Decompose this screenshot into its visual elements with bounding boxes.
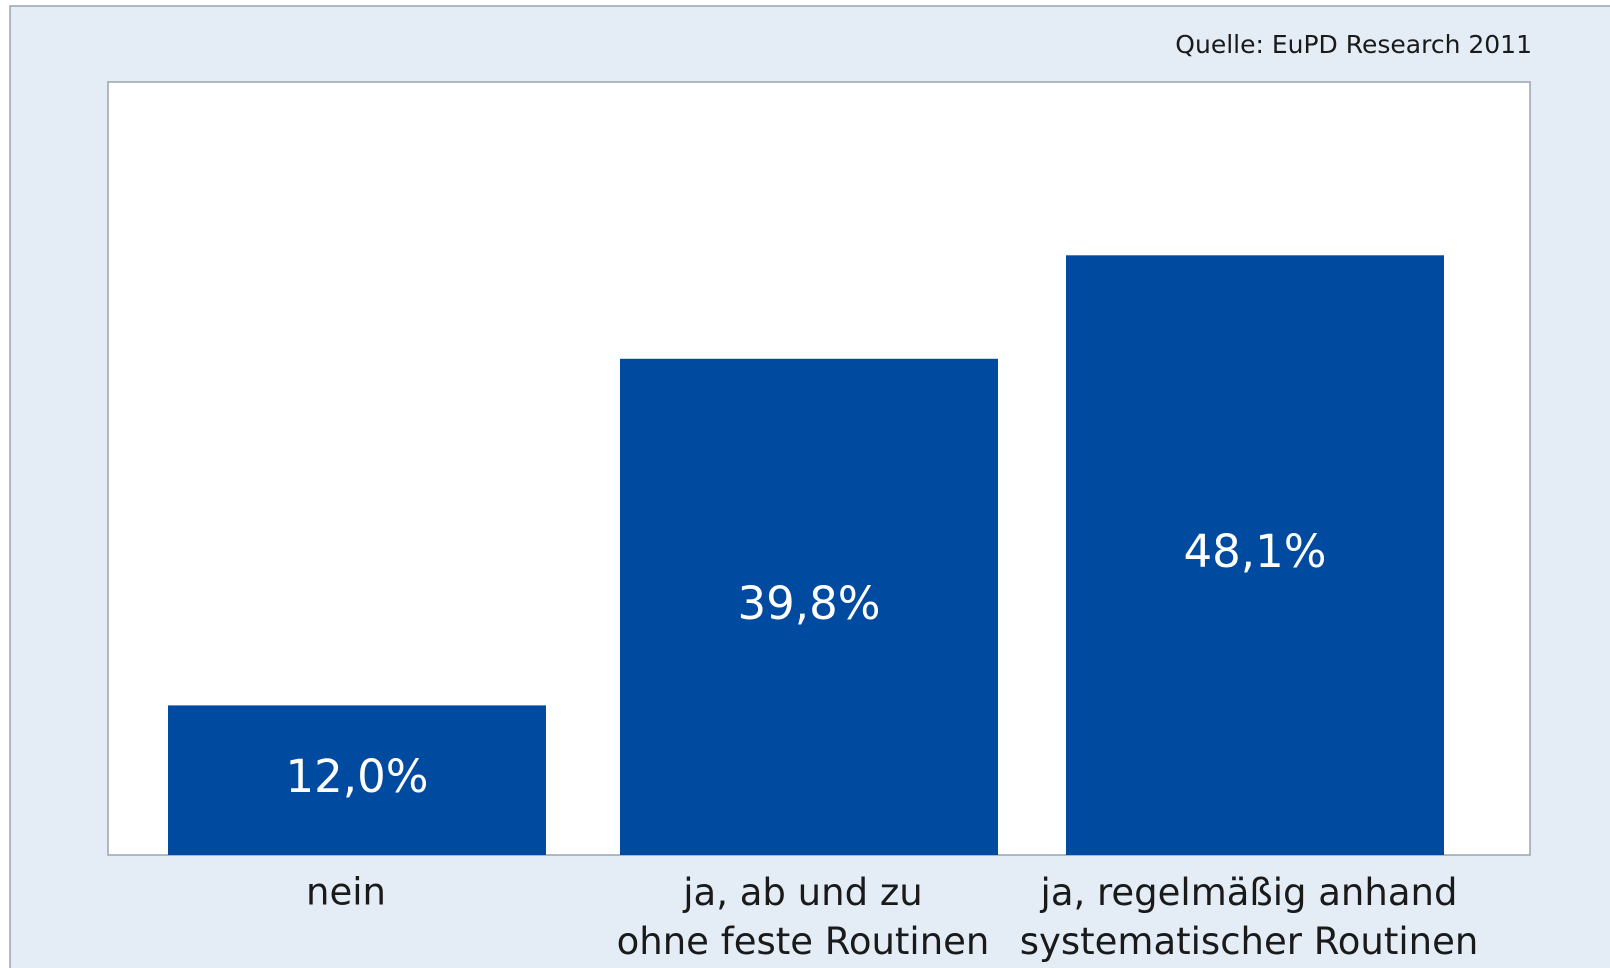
x-tick-label: ja, regelmäßig anhand systematischer Rout…	[1020, 871, 1479, 963]
x-tick-label: nein	[306, 871, 386, 914]
value-label: 12,0%	[286, 750, 429, 803]
source-note: Quelle: EuPD Research 2011	[1175, 30, 1532, 59]
bar	[1066, 255, 1444, 855]
value-label: 39,8%	[738, 577, 881, 630]
x-tick-label: ja, ab und zu ohne feste Routinen	[617, 871, 990, 963]
bar	[620, 358, 998, 855]
bar	[168, 705, 546, 855]
value-label: 48,1%	[1184, 525, 1327, 578]
